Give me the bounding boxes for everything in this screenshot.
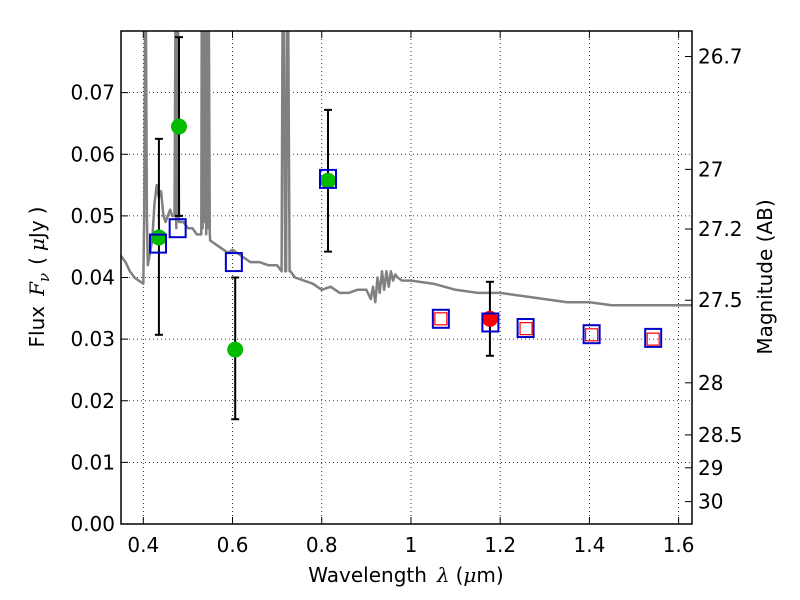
- mag-tick-label: 27.5: [698, 288, 743, 312]
- y-tick-label: 0.00: [70, 512, 115, 536]
- tick-layer: 0.4 0.6 0.8 1 1.2 1.4 1.6 0.00 0.01 0.02 0.03 0.04 0…: [70, 31, 743, 557]
- mag-tick-label: 28.5: [698, 423, 743, 447]
- mag-tick-label: 26.7: [698, 44, 743, 68]
- model-square: [168, 218, 187, 239]
- mag-tick-label: 29: [698, 456, 723, 480]
- model-square-inner: [519, 322, 533, 336]
- model-square: [224, 252, 243, 273]
- x-tick-label: 0.4: [127, 533, 159, 557]
- x-tick-label: 1.2: [484, 533, 516, 557]
- model-square: [644, 327, 663, 348]
- model-square: [582, 324, 601, 345]
- model-square: [149, 233, 168, 254]
- y-tick-label: 0.04: [70, 266, 115, 290]
- data-point: [227, 341, 244, 358]
- marker-layer: [149, 118, 663, 358]
- y-tick-label: 0.02: [70, 389, 115, 413]
- x-axis-label: Wavelength λ (μm): [308, 563, 503, 587]
- model-square: [516, 318, 535, 339]
- mag-tick-label: 30: [698, 490, 723, 514]
- spectrum-line: [121, 31, 692, 307]
- model-square-inner: [646, 332, 660, 346]
- data-point: [170, 118, 187, 135]
- y-tick-label: 0.07: [70, 81, 115, 105]
- model-square: [431, 308, 450, 329]
- x-tick-label: 0.6: [217, 533, 249, 557]
- y-tick-label: 0.06: [70, 142, 115, 166]
- x-tick-label: 0.8: [306, 533, 338, 557]
- model-square: [318, 168, 337, 189]
- model-square-inner: [434, 312, 448, 326]
- mag-tick-label: 27: [698, 157, 723, 181]
- y-tick-label: 0.05: [70, 204, 115, 228]
- y2-axis-label: Magnitude (AB): [753, 199, 777, 354]
- x-tick-label: 1.6: [663, 533, 695, 557]
- x-tick-label: 1: [405, 533, 418, 557]
- data-point: [481, 310, 498, 327]
- model-square-inner: [585, 328, 599, 342]
- data-point: [319, 172, 336, 189]
- x-tick-label: 1.4: [573, 533, 605, 557]
- model-square: [481, 312, 500, 333]
- mag-tick-label: 27.2: [698, 217, 743, 241]
- spectrum-layer: [121, 31, 692, 307]
- y-tick-label: 0.03: [70, 327, 115, 351]
- mag-tick-label: 28: [698, 371, 723, 395]
- data-point: [150, 229, 167, 246]
- y-axis-label: FluxFν(μJy): [25, 207, 53, 348]
- y-tick-label: 0.01: [70, 450, 115, 474]
